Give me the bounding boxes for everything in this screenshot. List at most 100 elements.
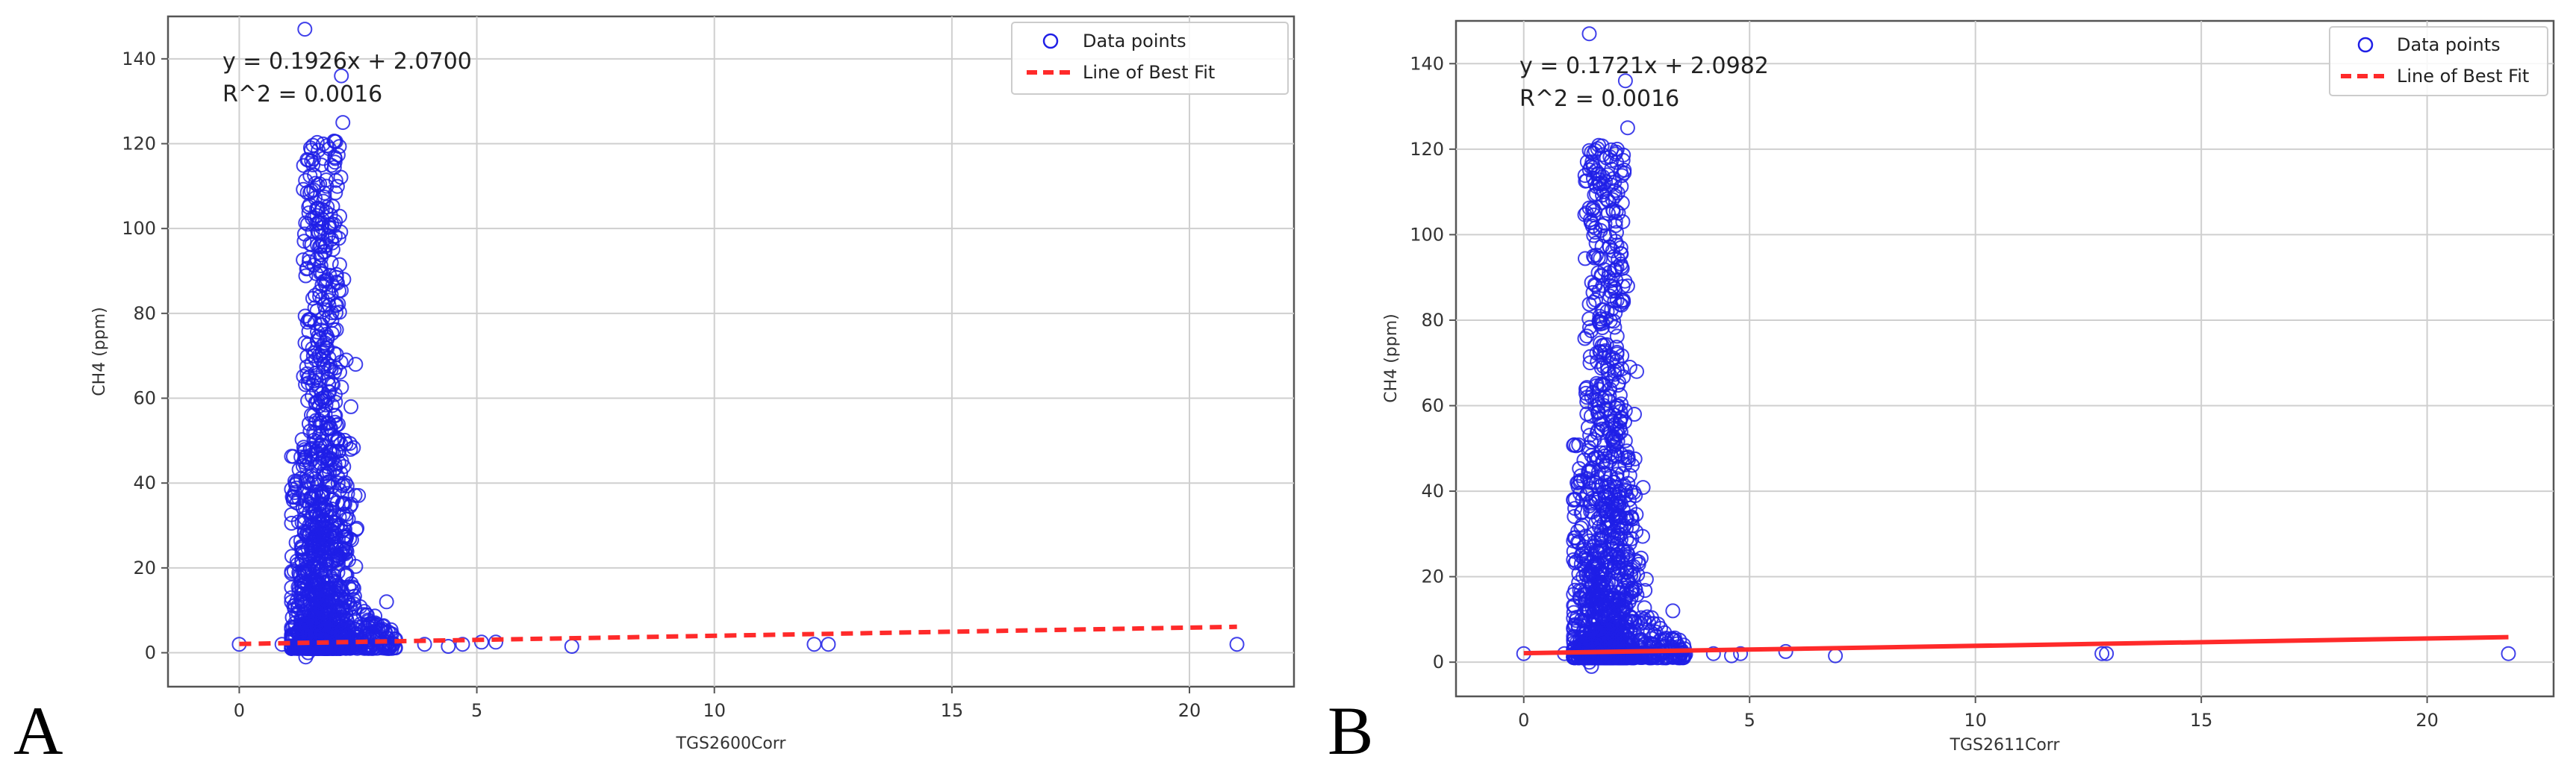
data-point: [295, 458, 311, 474]
data-point: [299, 611, 315, 627]
data-point: [1607, 293, 1623, 309]
data-point: [1606, 588, 1622, 604]
data-point: [338, 352, 354, 368]
data-point: [1591, 381, 1607, 397]
data-point: [1629, 363, 1644, 379]
data-point: [1572, 591, 1588, 607]
data-point: [367, 615, 383, 631]
data-point: [308, 572, 323, 587]
y-tick-label-b: 40: [1421, 481, 1444, 502]
data-point: [1593, 181, 1608, 196]
data-point: [328, 360, 343, 375]
data-point: [1599, 648, 1615, 664]
data-point: [314, 596, 330, 611]
data-point: [333, 589, 349, 605]
data-point: [320, 416, 336, 431]
data-point: [314, 434, 330, 449]
data-point: [1611, 252, 1626, 267]
data-point: [1606, 560, 1622, 575]
data-point: [341, 552, 356, 568]
legend-a: Data points Line of Best Fit: [1011, 22, 1289, 95]
data-point: [317, 468, 332, 484]
data-point: [296, 181, 311, 197]
x-axis-label-b: TGS2611Corr: [1950, 736, 2061, 755]
x-tick-label-a: 10: [703, 700, 726, 721]
data-point: [1653, 620, 1668, 636]
data-point: [334, 379, 349, 395]
legend-b: Data points Line of Best Fit: [2329, 26, 2548, 96]
data-point: [1599, 579, 1614, 595]
panel-letter-a: A: [13, 693, 63, 769]
data-point: [1596, 455, 1611, 470]
data-point: [346, 596, 361, 612]
data-point: [1579, 394, 1595, 410]
data-point: [319, 508, 335, 523]
data-point: [296, 226, 312, 242]
y-tick-label-a: 100: [122, 218, 156, 239]
data-point: [1620, 475, 1636, 491]
data-point: [1593, 222, 1608, 238]
data-point: [327, 149, 343, 165]
data-point: [301, 312, 317, 328]
data-point: [309, 252, 325, 266]
y-tick-label-a: 140: [122, 49, 156, 69]
x-tick-label-b: 0: [1518, 710, 1529, 731]
data-point: [336, 272, 352, 287]
data-point: [1584, 622, 1599, 637]
tick-labels-b: 0 5 10 15 20 0 20 40 60 80 100 120 140: [1410, 53, 2439, 731]
data-point: [300, 152, 316, 168]
data-point: [1611, 591, 1626, 607]
data-point: [330, 475, 346, 491]
data-point: [313, 352, 329, 367]
y-tick-label-b: 80: [1421, 310, 1444, 331]
data-point: [337, 475, 353, 490]
data-point: [1588, 163, 1604, 178]
x-tick-label-a: 5: [471, 700, 482, 721]
data-point: [1590, 141, 1605, 157]
data-point: [1586, 146, 1602, 161]
data-point: [317, 190, 332, 205]
data-point: [2099, 646, 2115, 661]
chart-panel-b: B 0 5 10 15 20 0 20 40 60 80 100 120 140 y = 0.1721x…: [1328, 19, 2555, 769]
data-point: [1620, 278, 1635, 294]
data-point: [1590, 511, 1606, 526]
data-point: [1582, 428, 1598, 443]
data-point: [1733, 646, 1749, 661]
data-point: [1596, 378, 1612, 393]
data-point: [1579, 406, 1595, 422]
x-tick-label-b: 15: [2190, 710, 2213, 731]
data-point: [332, 208, 347, 224]
data-point: [323, 207, 338, 223]
data-point: [308, 266, 324, 281]
data-point: [1590, 393, 1605, 408]
data-point: [1633, 616, 1649, 631]
data-point: [305, 499, 320, 514]
legend-label-points-b: Data points: [2397, 34, 2501, 55]
data-point: [1581, 655, 1597, 670]
data-point: [296, 234, 312, 249]
x-axis-label-a: TGS2600Corr: [676, 734, 787, 753]
data-point: [323, 287, 339, 302]
data-point: [821, 637, 836, 652]
data-point: [1586, 451, 1602, 466]
data-point: [2094, 646, 2110, 661]
data-point: [1613, 240, 1628, 255]
data-point: [1578, 561, 1593, 577]
data-point: [417, 637, 432, 652]
data-point: [317, 273, 332, 289]
data-point: [1620, 120, 1635, 136]
data-point: [303, 491, 319, 506]
data-point: [1637, 600, 1652, 616]
y-axis-label-b: CH4 (ppm): [1382, 313, 1401, 402]
data-point: [1605, 243, 1620, 258]
data-point: [331, 296, 346, 312]
gridlines-a: [168, 16, 1294, 687]
equation-annotation-b: y = 0.1721x + 2.0982: [1519, 53, 1769, 79]
data-point: [1582, 355, 1598, 371]
data-point: [321, 298, 337, 313]
data-point: [308, 216, 324, 232]
data-point: [1617, 433, 1633, 449]
data-point: [1566, 620, 1581, 636]
data-point: [1595, 195, 1611, 210]
